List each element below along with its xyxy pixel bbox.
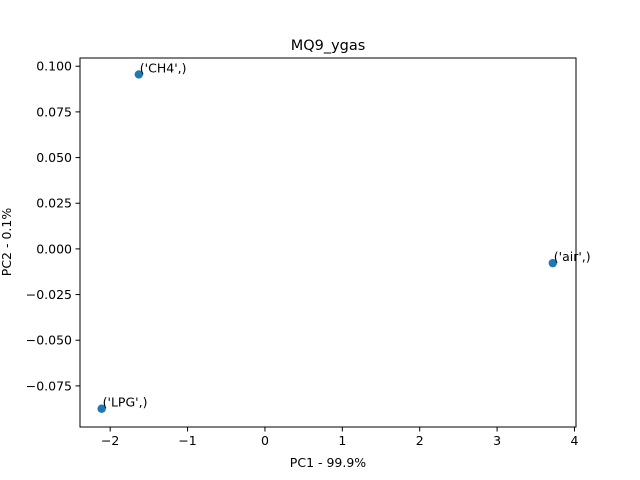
x-axis-label: PC1 - 99.9% <box>290 455 367 470</box>
y-tick-label: −0.025 <box>26 287 72 302</box>
x-tick-label: 4 <box>570 433 578 448</box>
axis-ticks: −2 −1 0 1 2 3 4 −0.075 −0.050 −0.025 0.000 0.025 0.0… <box>26 59 579 448</box>
x-tick-label: −1 <box>178 433 196 448</box>
x-tick-label: −2 <box>101 433 119 448</box>
plot-frame <box>79 57 577 428</box>
y-axis-label: PC2 - 0.1% <box>0 208 14 277</box>
y-tick-label: 0.075 <box>36 104 72 119</box>
point-label: ('air',) <box>554 249 591 264</box>
chart-title: MQ9_ygas <box>291 38 366 54</box>
x-tick-label: 1 <box>338 433 346 448</box>
y-tick-label: 0.100 <box>36 59 72 74</box>
point-label: ('CH4',) <box>140 60 187 75</box>
x-tick-label: 3 <box>493 433 501 448</box>
data-points: ('CH4',) ('air',) ('LPG',) <box>97 60 591 413</box>
point-label: ('LPG',) <box>103 395 148 410</box>
y-tick-label: 0.000 <box>36 241 72 256</box>
x-tick-label: 2 <box>416 433 424 448</box>
y-tick-label: −0.050 <box>26 333 72 348</box>
data-point <box>97 404 106 413</box>
y-tick-label: 0.025 <box>36 196 72 211</box>
y-tick-label: 0.050 <box>36 150 72 165</box>
x-tick-label: 0 <box>261 433 269 448</box>
data-point <box>548 258 557 268</box>
y-tick-label: −0.075 <box>26 378 72 393</box>
data-point <box>134 70 144 79</box>
